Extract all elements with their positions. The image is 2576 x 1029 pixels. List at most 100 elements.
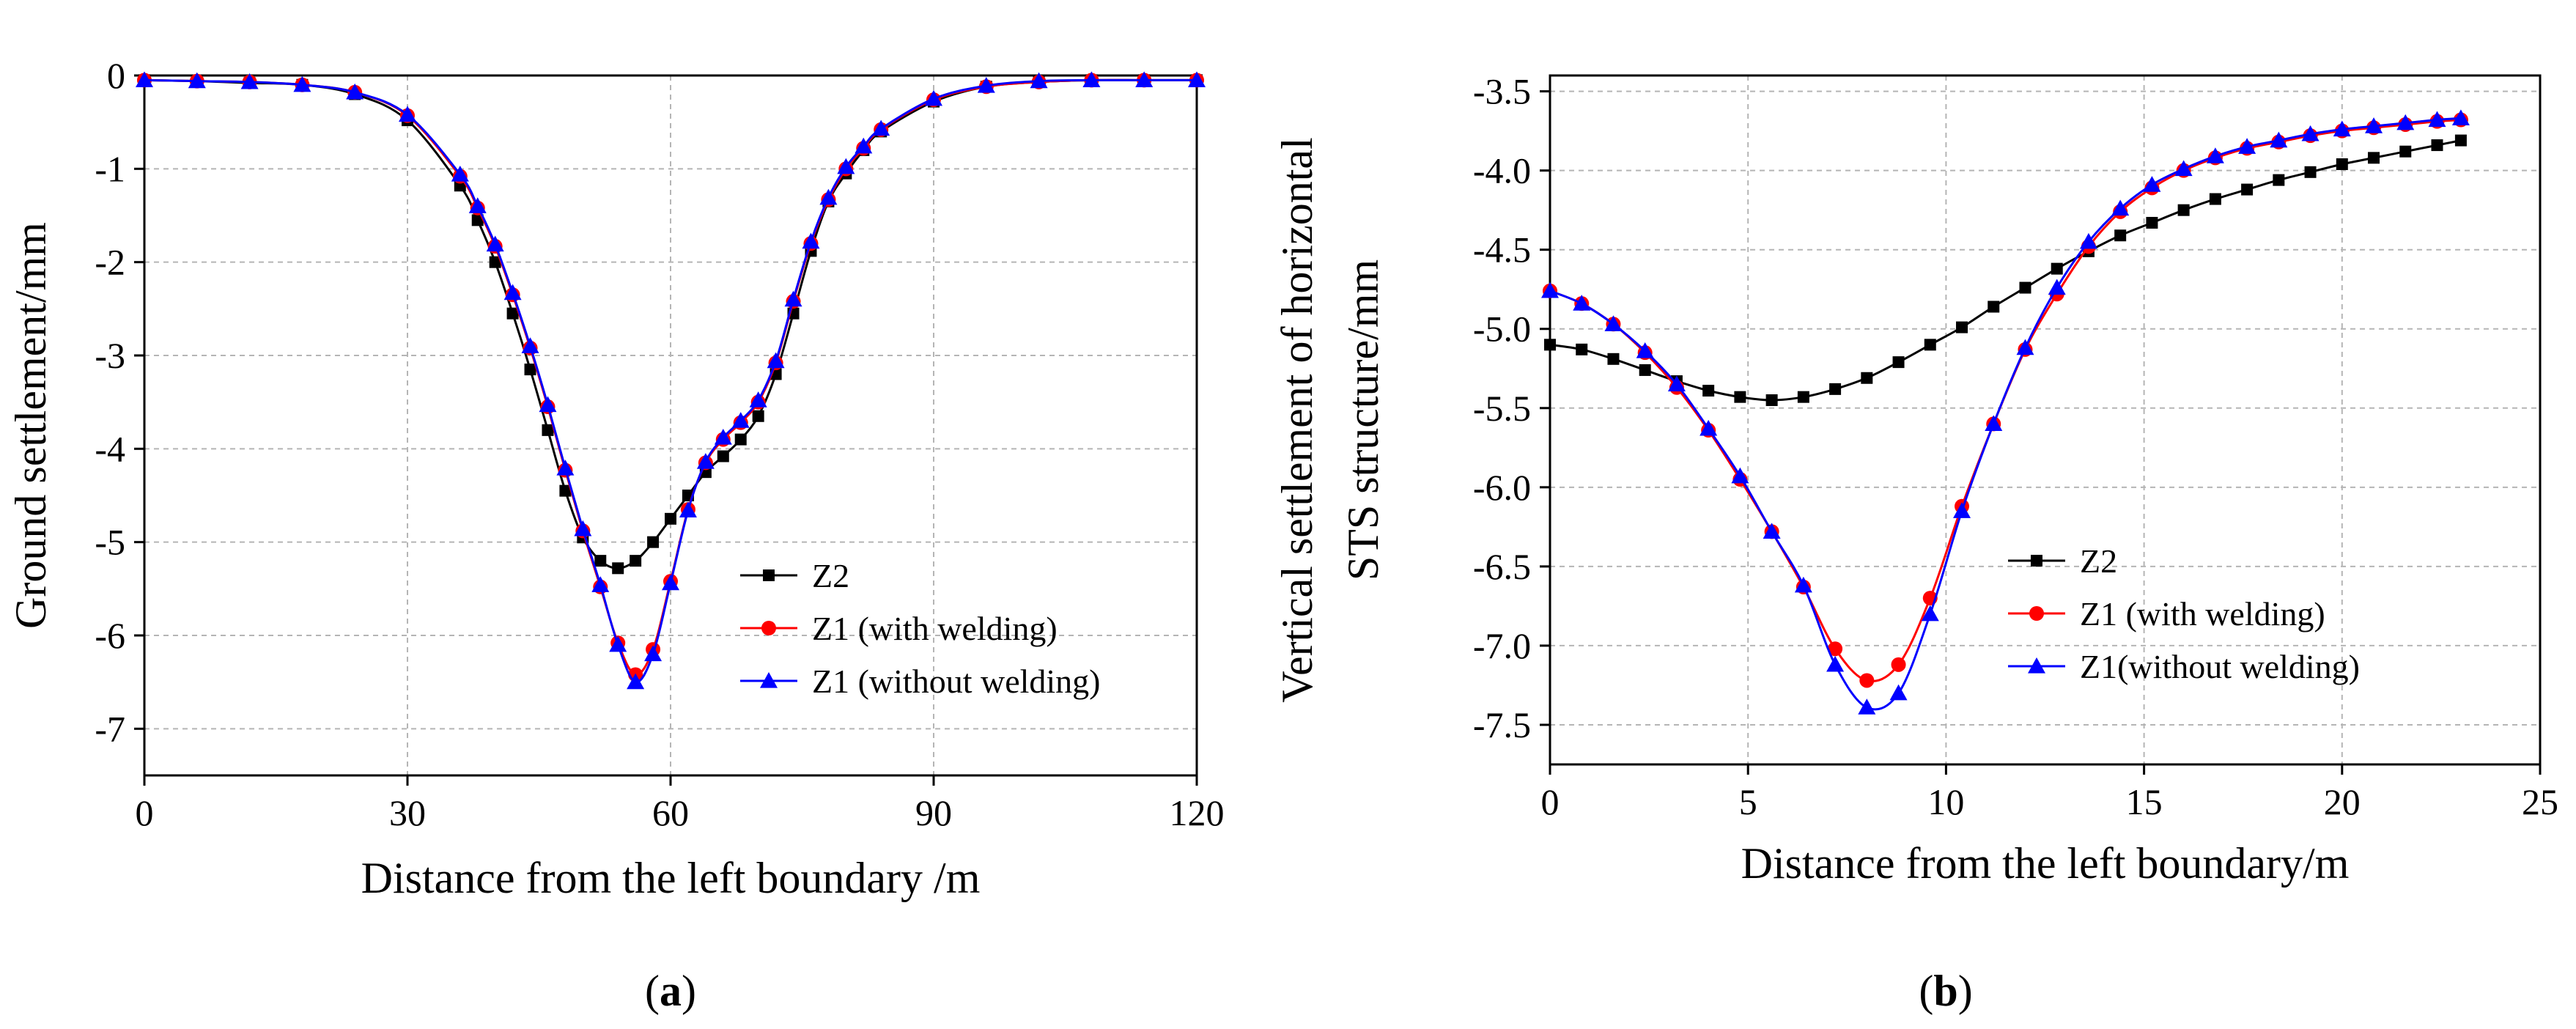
data-point [1636,342,1654,358]
legend-label: Z1 (with welding) [812,610,1058,647]
data-point [2146,216,2158,229]
data-point [731,412,750,428]
data-point [1985,415,2003,432]
data-point [1956,321,1968,333]
data-point [1828,641,1843,657]
data-point [2111,199,2130,216]
panel-label-close: ) [1958,967,1973,1015]
data-point [714,429,732,445]
series-z1-with-welding [1543,112,2468,688]
data-point [136,71,153,87]
grid [144,75,1197,775]
data-point [2336,158,2348,171]
data-point [1859,673,1875,688]
data-point [2051,262,2063,275]
data-point [2431,139,2443,152]
y-tick-label: -5.0 [1473,309,1531,350]
data-point [662,574,679,591]
panel-label-open: ( [645,967,660,1015]
data-point [1988,300,2000,313]
y-tick-label: -6.5 [1473,546,1531,587]
data-point [188,72,206,89]
data-point [451,165,469,182]
data-point [1541,281,1559,298]
data-point [2079,232,2097,249]
data-point [399,106,416,122]
x-tick-label: 15 [2126,781,2163,822]
x-axis-label: Distance from the left boundary/m [1741,839,2350,888]
data-point [1829,383,1842,395]
y-tick-label: -7.0 [1473,625,1531,666]
data-point [855,137,873,154]
x-tick-label: 25 [2522,781,2558,822]
data-point [2241,183,2254,196]
y-tick-label: -4.0 [1473,150,1531,191]
data-point [647,536,660,548]
data-point [1794,576,1812,593]
series-z1-without-welding [1541,109,2470,715]
data-point [2270,131,2288,148]
data-point [752,410,764,422]
data-point [2177,204,2190,216]
data-point [2048,279,2066,295]
data-point [977,77,995,93]
data-point [293,75,311,92]
y-tick-label: -4.5 [1473,229,1531,270]
data-point [486,235,504,252]
chart-b: 0 5 10 15 20 25 -3.5 -4.0 -4.5 -5.0 -5.5 -6.0 -6.5 -7… [1273,71,2558,1015]
legend-marker [2029,606,2044,621]
data-point [1765,394,1778,406]
data-point [612,562,624,575]
x-tick-label: 0 [1541,781,1560,822]
x-tick-label: 90 [915,792,952,833]
data-point [556,460,575,476]
data-point [2273,174,2285,186]
data-point [1826,655,1845,672]
data-point [2368,152,2380,164]
data-point [802,232,820,249]
legend-marker [763,569,775,581]
data-point [1734,391,1746,403]
data-point [594,555,607,567]
data-point [559,484,572,497]
data-point [2206,147,2224,163]
data-point [2396,114,2415,130]
x-tick-label: 10 [1927,781,1964,822]
data-point [1858,698,1876,715]
y-tick-label: -7 [95,708,125,749]
data-point [521,337,539,353]
data-point [506,307,519,320]
y-tick-label: -3 [95,335,125,376]
data-point [468,197,487,213]
data-point [1924,339,1936,351]
y-tick-label: -7.5 [1473,704,1531,745]
x-tick-label: 20 [2324,781,2361,822]
data-point [1953,502,1971,518]
grid [1550,75,2540,764]
legend: Z2 Z1 (with welding) Z1(without welding) [2008,542,2360,685]
data-point [819,188,838,205]
panel-label-letter: b [1933,967,1957,1015]
data-point [696,453,715,469]
data-point [679,501,697,517]
panel-label-letter: a [660,967,682,1015]
data-point [2428,111,2446,128]
data-point [1188,71,1206,87]
data-point [1889,684,1908,701]
data-point [1667,375,1686,391]
data-point [1861,372,1873,384]
data-point [1797,391,1809,403]
legend-label: Z2 [2080,542,2117,580]
data-point [1639,364,1651,376]
legend: Z2 Z1 (with welding) Z1 (without welding) [740,557,1101,700]
x-tick-label: 30 [389,792,426,833]
legend-label: Z2 [812,557,849,594]
data-point [717,450,729,462]
legend-marker [760,672,778,688]
data-point [1082,71,1101,87]
data-point [627,673,645,690]
y-tick-label: -3.5 [1473,71,1531,112]
data-point [749,391,767,407]
data-point [1921,605,1939,622]
data-point [2301,125,2319,141]
